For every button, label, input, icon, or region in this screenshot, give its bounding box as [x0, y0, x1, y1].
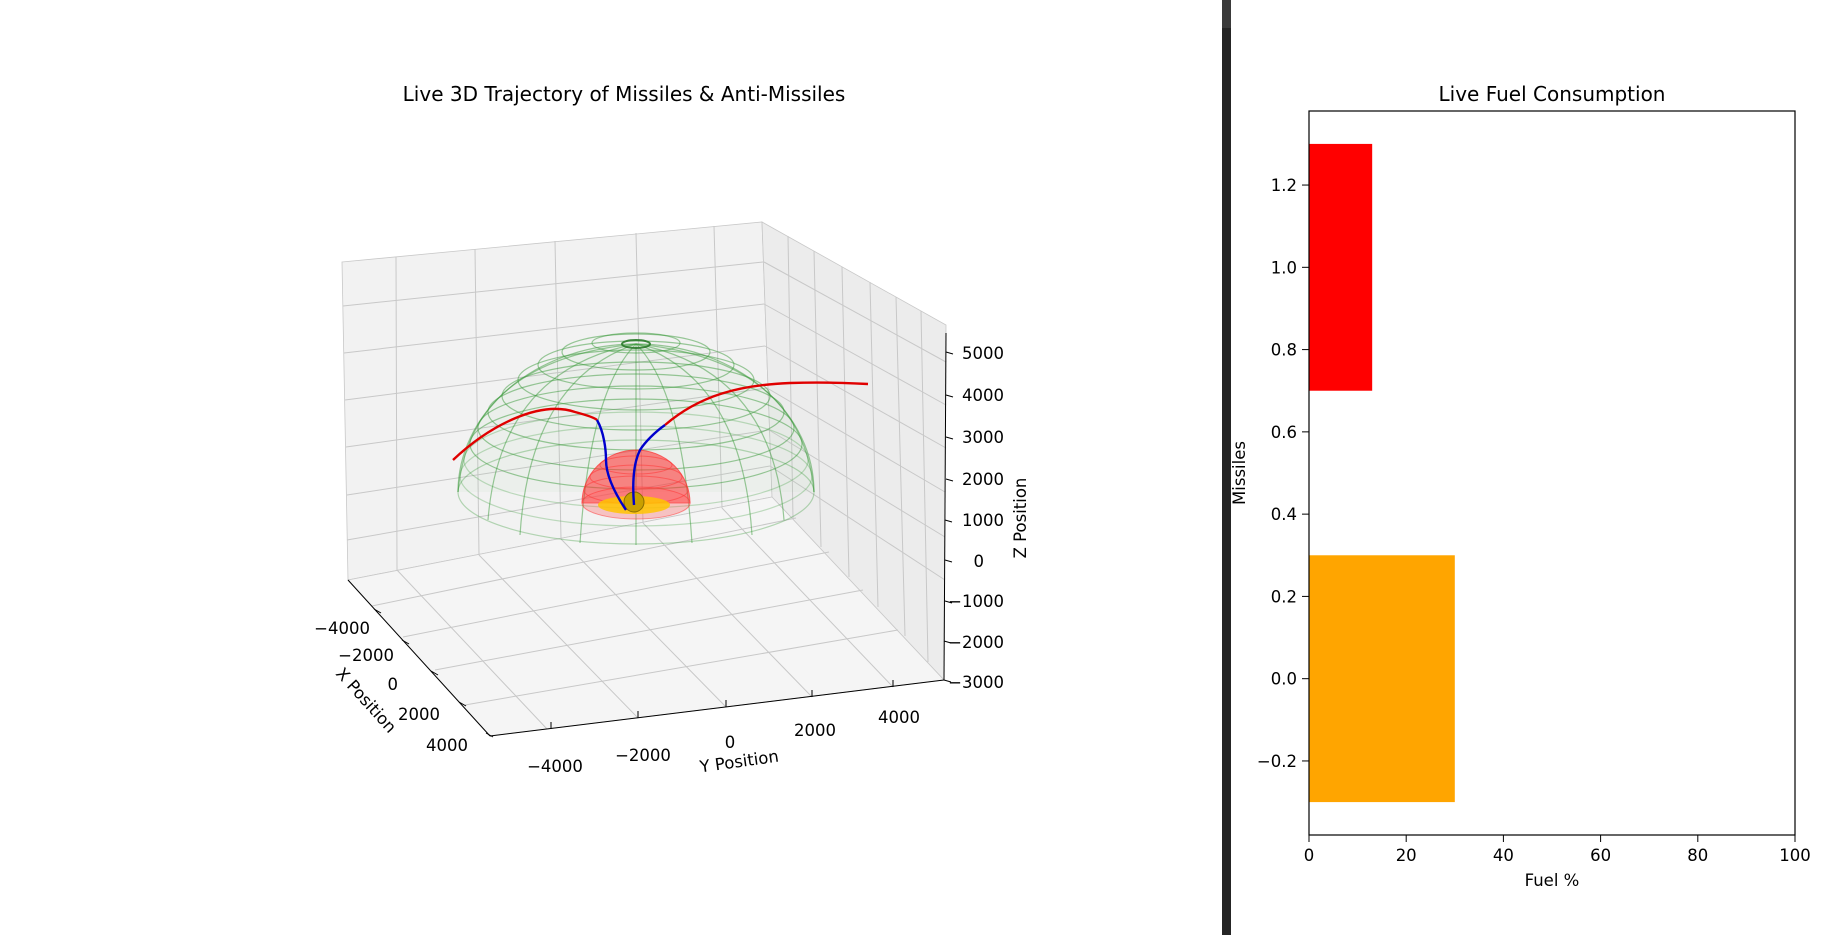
- y-axis-label: Y Position: [698, 747, 780, 777]
- fuel-chart-title: Live Fuel Consumption: [1439, 82, 1666, 106]
- x-axis-ticks: [373, 608, 494, 738]
- fuel-y-ticks: −0.2 0.0 0.2 0.4 0.6 0.8 1.0 1.2: [1257, 176, 1309, 771]
- fuel-y-axis-label: Missiles: [1230, 441, 1249, 505]
- z-tick-label: 0: [974, 552, 985, 571]
- y-axis-ticks: [550, 680, 894, 729]
- fuel-y-tick-label: 0.2: [1271, 587, 1297, 606]
- fuel-x-tick-label: 60: [1590, 846, 1611, 865]
- x-tick-label: 4000: [426, 736, 468, 755]
- outer-defense-dome: [457, 332, 815, 545]
- z-axis-ticks: [943, 351, 954, 683]
- fuel-x-tick-label: 40: [1493, 846, 1514, 865]
- y-axis-line: [489, 679, 945, 737]
- fuel-x-ticks: 0 20 40 60 80 100: [1304, 835, 1811, 865]
- fuel-y-tick-label: 1.0: [1271, 258, 1297, 277]
- z-tick-label: −1000: [948, 592, 1004, 611]
- incoming-missile-path-right: [664, 381, 869, 426]
- y-tick-label: −2000: [615, 746, 671, 765]
- fuel-x-tick-label: 100: [1779, 846, 1811, 865]
- fuel-x-tick-label: 0: [1304, 846, 1315, 865]
- y-tick-label: 2000: [794, 721, 836, 740]
- fuel-bars: [1309, 143, 1455, 803]
- trajectory-chart-title: Live 3D Trajectory of Missiles & Anti-Mi…: [403, 82, 846, 106]
- fuel-bar-missile-0: [1309, 555, 1455, 803]
- z-tick-label: 1000: [962, 511, 1004, 530]
- fuel-y-tick-label: 0.4: [1271, 505, 1297, 524]
- fuel-x-tick-label: 80: [1687, 846, 1708, 865]
- fuel-bar-chart: Live Fuel Consumption 0 20 40 60 80 100 −0.2 0…: [1230, 82, 1811, 890]
- z-tick-label: 5000: [962, 344, 1004, 363]
- fuel-y-tick-label: −0.2: [1257, 752, 1297, 771]
- interceptor-path-left: [595, 419, 627, 511]
- x-axis-line: [347, 579, 491, 737]
- x-tick-label: −4000: [314, 619, 370, 638]
- fuel-y-tick-label: 0.8: [1271, 341, 1297, 360]
- fuel-y-tick-label: 0.6: [1271, 423, 1297, 442]
- grid-lines: [342, 225, 947, 730]
- z-axis-label: Z Position: [1011, 478, 1030, 559]
- x-tick-label: −2000: [338, 646, 394, 665]
- z-tick-label: 2000: [962, 470, 1004, 489]
- incoming-missile-path-left: [452, 407, 598, 461]
- y-tick-label: 4000: [878, 708, 920, 727]
- window-divider[interactable]: [1222, 0, 1231, 935]
- z-axis-line: [943, 332, 947, 681]
- trajectory-3d-plot: Live 3D Trajectory of Missiles & Anti-Mi…: [314, 82, 1030, 777]
- y-tick-label: −4000: [527, 757, 583, 776]
- x-tick-label: 2000: [398, 705, 440, 724]
- z-tick-label: 3000: [962, 428, 1004, 447]
- fuel-bar-missile-1: [1309, 143, 1373, 391]
- z-tick-label: −3000: [948, 673, 1004, 692]
- fuel-x-axis-label: Fuel %: [1525, 871, 1580, 890]
- fuel-x-tick-label: 20: [1396, 846, 1417, 865]
- y-tick-label: 0: [725, 733, 736, 752]
- z-tick-label: −2000: [948, 633, 1004, 652]
- z-tick-label: 4000: [962, 386, 1004, 405]
- fuel-y-tick-label: 1.2: [1271, 176, 1297, 195]
- interceptor-path-right: [632, 424, 666, 506]
- fuel-y-tick-label: 0.0: [1271, 670, 1297, 689]
- fuel-plot-frame: [1308, 110, 1796, 836]
- x-tick-label: 0: [388, 675, 399, 694]
